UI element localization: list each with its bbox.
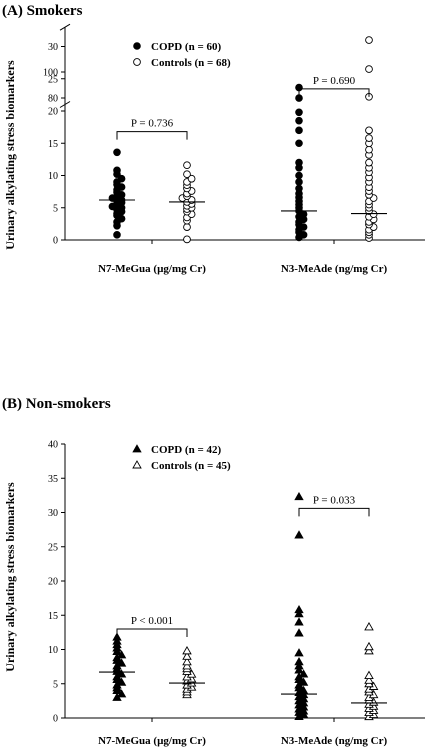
y-axis-label: Urinary alkylating stress biomarkers [3, 482, 17, 672]
panel-non-smokers: (B) Non-smokers Urinary alkylating stres… [2, 396, 425, 747]
data-point [364, 645, 374, 655]
comparison-bracket [116, 131, 188, 140]
y-tick-label: 0 [53, 236, 58, 247]
axis-break-mark [59, 23, 71, 31]
data-point [112, 636, 122, 645]
axis-break-mark [59, 101, 71, 108]
data-point [117, 174, 126, 183]
legend-label: COPD (n = 42) [151, 444, 221, 456]
data-point [133, 58, 141, 66]
p-value-label: P = 0.736 [131, 118, 174, 130]
data-point [294, 491, 304, 501]
y-tick-label: 15 [48, 611, 58, 622]
data-point [113, 148, 121, 157]
data-point [295, 178, 303, 186]
panel-title: (A) Smokers [2, 3, 83, 19]
comparison-bracket [298, 88, 370, 97]
p-value-label: P < 0.001 [131, 615, 173, 627]
data-point [365, 134, 373, 142]
data-point [132, 444, 142, 453]
data-point [364, 621, 374, 631]
p-value-label: P = 0.033 [313, 494, 356, 506]
y-tick-label: 80 [48, 94, 58, 105]
x-category-label: N7-MeGua (µg/mg Cr) [98, 735, 206, 747]
data-point [113, 231, 121, 239]
legend-label: COPD (n = 60) [151, 41, 221, 53]
data-point [298, 669, 309, 678]
data-point [133, 42, 141, 50]
comparison-bracket [116, 628, 188, 637]
x-category-label: N3-MeAde (ng/mg Cr) [281, 263, 388, 275]
data-point [182, 645, 192, 655]
data-point [295, 184, 303, 193]
data-point [294, 648, 304, 657]
y-tick-label: 20 [48, 577, 58, 588]
y-tick-label: 10 [48, 645, 58, 656]
data-point [182, 651, 192, 660]
data-point [365, 65, 373, 73]
data-point [113, 166, 121, 175]
data-point [294, 665, 304, 674]
y-tick-label: 15 [48, 139, 58, 150]
y-tick-label: 40 [48, 440, 58, 451]
y-tick-label: 20 [48, 107, 58, 118]
panel-smokers: (A) Smokers Urinary alkylating stress bi… [2, 3, 425, 275]
x-category-label: N3-MeAde (ng/mg Cr) [281, 735, 388, 747]
data-point [365, 158, 373, 167]
data-point [295, 126, 303, 135]
legend-label: Controls (n = 45) [151, 460, 231, 472]
data-point [295, 171, 303, 180]
data-point [294, 628, 304, 637]
panel-title: (B) Non-smokers [2, 396, 111, 412]
data-point [182, 656, 192, 666]
y-tick-label: 10 [48, 171, 58, 182]
y-tick-label: 35 [48, 474, 58, 485]
y-tick-label: 30 [48, 42, 58, 53]
y-tick-label: 25 [48, 542, 58, 553]
data-point [294, 661, 304, 670]
data-point [364, 641, 374, 651]
data-point [365, 145, 373, 154]
y-axis-label: Urinary alkylating stress biomarkers [3, 60, 17, 250]
y-tick-label: 5 [53, 679, 58, 690]
data-point [364, 675, 374, 684]
data-point [365, 126, 373, 135]
x-category-label: N7-MeGua (µg/mg Cr) [98, 263, 206, 275]
y-tick-label: 25 [48, 74, 58, 85]
data-point [183, 223, 191, 231]
p-value-label: P = 0.690 [313, 75, 356, 87]
data-point [182, 661, 192, 670]
data-point [294, 530, 304, 539]
data-point [294, 657, 304, 666]
data-point [183, 170, 191, 179]
data-point [132, 460, 142, 469]
data-point [364, 670, 374, 679]
data-point [295, 139, 303, 148]
data-point [295, 158, 303, 167]
y-tick-label: 30 [48, 508, 58, 519]
data-point [183, 161, 191, 170]
y-tick-label: 0 [53, 714, 58, 725]
data-point [183, 235, 191, 244]
data-point [294, 617, 304, 626]
data-point [365, 36, 373, 44]
data-point [187, 174, 196, 183]
comparison-bracket [298, 507, 370, 517]
y-tick-label: 100 [43, 68, 58, 79]
y-tick-label: 5 [53, 203, 58, 214]
legend-label: Controls (n = 68) [151, 57, 231, 69]
data-point [295, 116, 303, 125]
data-point [295, 108, 303, 117]
data-point [294, 604, 304, 614]
data-point [294, 609, 304, 618]
